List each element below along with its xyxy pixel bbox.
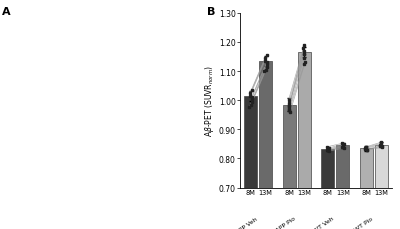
Text: WT Veh: WT Veh [313, 215, 335, 229]
Bar [298, 53, 311, 229]
Y-axis label: A$\beta$-PET (SUVR$_{norm}$): A$\beta$-PET (SUVR$_{norm}$) [203, 65, 216, 136]
Text: PS2APP Pio: PS2APP Pio [266, 215, 297, 229]
Bar [321, 150, 334, 229]
Text: WT Pio: WT Pio [354, 215, 374, 229]
Bar [336, 146, 349, 229]
Text: B: B [206, 7, 215, 17]
Bar [375, 145, 388, 229]
Bar [259, 62, 272, 229]
Text: A: A [2, 7, 11, 17]
Text: PS2APP Veh: PS2APP Veh [225, 215, 258, 229]
Bar [244, 96, 257, 229]
Bar [283, 105, 296, 229]
Bar [360, 149, 373, 229]
